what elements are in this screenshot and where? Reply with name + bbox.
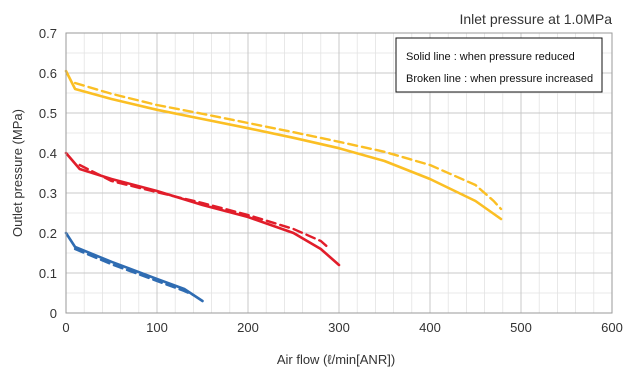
series-line-dashed-5: [73, 247, 195, 297]
y-tick-label: 0: [50, 306, 57, 321]
x-tick-label: 300: [328, 320, 350, 335]
y-tick-label: 0.6: [39, 66, 57, 81]
series-line-dashed-1: [73, 81, 503, 211]
series-line-dashed-3: [78, 163, 332, 251]
series-line-solid-4: [64, 231, 204, 303]
y-tick-label: 0.4: [39, 146, 57, 161]
legend-broken-line-text: Broken line : when pressure increased: [406, 73, 593, 85]
x-tick-label: 600: [601, 320, 623, 335]
x-tick-label: 200: [237, 320, 259, 335]
y-tick-label: 0.2: [39, 226, 57, 241]
x-axis-title: Air flow (ℓ/min[ANR]): [277, 352, 395, 367]
x-tick-label: 400: [419, 320, 441, 335]
plot-area-frame: [65, 32, 613, 314]
y-axis-title: Outlet pressure (MPa): [10, 109, 25, 237]
y-tick-label: 0.5: [39, 106, 57, 121]
legend-solid-line-text: Solid line : when pressure reduced: [406, 51, 575, 63]
x-tick-label: 0: [62, 320, 69, 335]
series-line-solid-0: [64, 69, 503, 221]
x-tick-label: 500: [510, 320, 532, 335]
axes: 0 100 200 300 400 500 600 0 0.1 0.2 0.3 0.4 0.5 0.6 0.…: [39, 26, 623, 335]
series-line-solid-2: [64, 151, 341, 267]
x-tick-label: 100: [146, 320, 168, 335]
legend: Solid line : when pressure reduced Broke…: [395, 37, 603, 93]
chart-title: Inlet pressure at 1.0MPa: [459, 11, 612, 27]
y-tick-label: 0.3: [39, 186, 57, 201]
legend-box: [395, 37, 603, 93]
y-tick-label: 0.7: [39, 26, 57, 41]
y-tick-label: 0.1: [39, 266, 57, 281]
grid: [65, 32, 613, 314]
series-layer: [64, 69, 503, 303]
